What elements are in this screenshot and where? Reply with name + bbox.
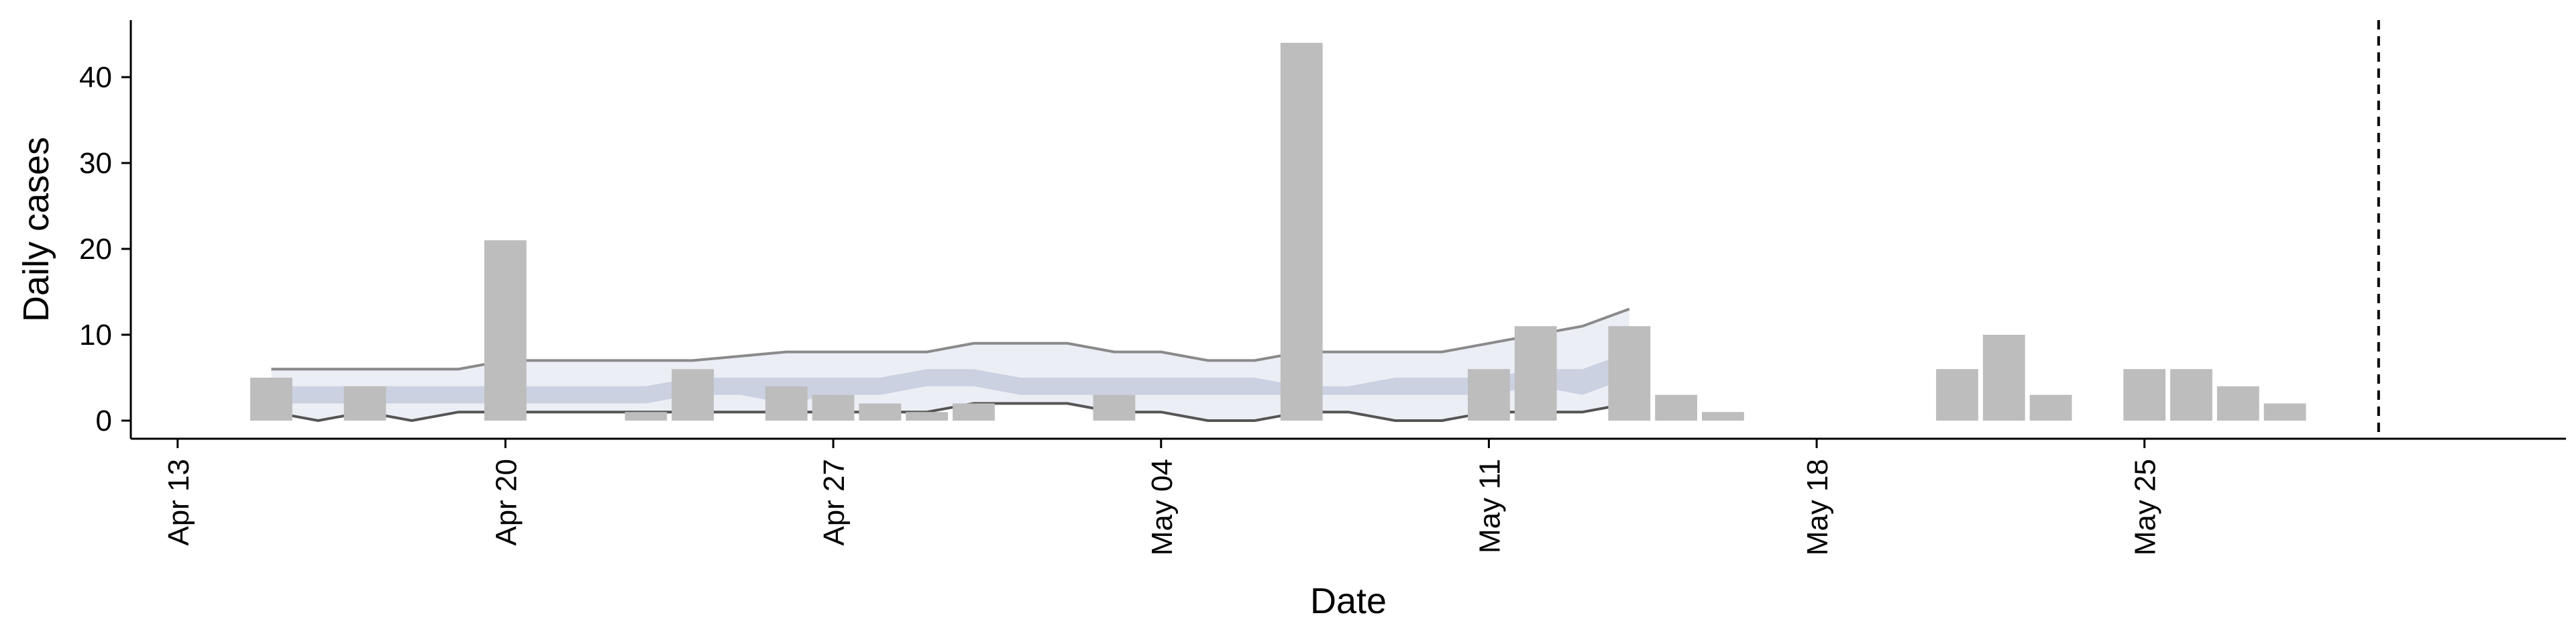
axes (129, 20, 2566, 440)
y-tick-label: 10 (79, 319, 112, 352)
bar (2170, 369, 2212, 421)
x-tick-label: Apr 13 (162, 459, 195, 546)
bar (1093, 394, 1136, 421)
y-tick-label: 20 (79, 233, 112, 266)
bar (250, 378, 292, 421)
x-tick-label: Apr 27 (818, 459, 851, 546)
x-tick-label: May 25 (2129, 459, 2162, 555)
bar (2123, 369, 2166, 421)
bar (765, 386, 808, 421)
x-tick-label: May 04 (1146, 459, 1179, 555)
x-ticks: Apr 13 Apr 20 Apr 27 May 04 May 11 May 18 May … (162, 439, 2162, 555)
bar (1982, 335, 2025, 421)
bar (906, 412, 949, 421)
bar (1936, 369, 1978, 421)
bar-series (250, 42, 2306, 421)
y-tick-label: 40 (79, 61, 112, 94)
bar (1608, 326, 1651, 421)
bar (2263, 403, 2306, 421)
bar (1702, 412, 1744, 421)
bar (953, 403, 995, 421)
y-tick-label: 0 (96, 405, 112, 437)
bar (2029, 394, 2072, 421)
x-axis-title: Date (1310, 581, 1387, 621)
bar (625, 412, 667, 421)
y-ticks: 0 10 20 30 40 (79, 61, 131, 437)
bar (343, 386, 386, 421)
bar (812, 394, 855, 421)
x-tick-label: May 11 (1473, 459, 1506, 553)
bar (1514, 326, 1557, 421)
x-tick-label: May 18 (1801, 459, 1834, 555)
bar (1280, 42, 1323, 421)
bar (859, 403, 902, 421)
x-tick-label: Apr 20 (490, 459, 523, 546)
bar (672, 369, 714, 421)
bar (1468, 369, 1510, 421)
bar (484, 240, 527, 421)
projection-band (271, 307, 1630, 423)
bar (2216, 386, 2259, 421)
bar (1655, 394, 1697, 421)
y-axis-title: Daily cases (16, 137, 56, 322)
y-tick-label: 30 (79, 147, 112, 180)
